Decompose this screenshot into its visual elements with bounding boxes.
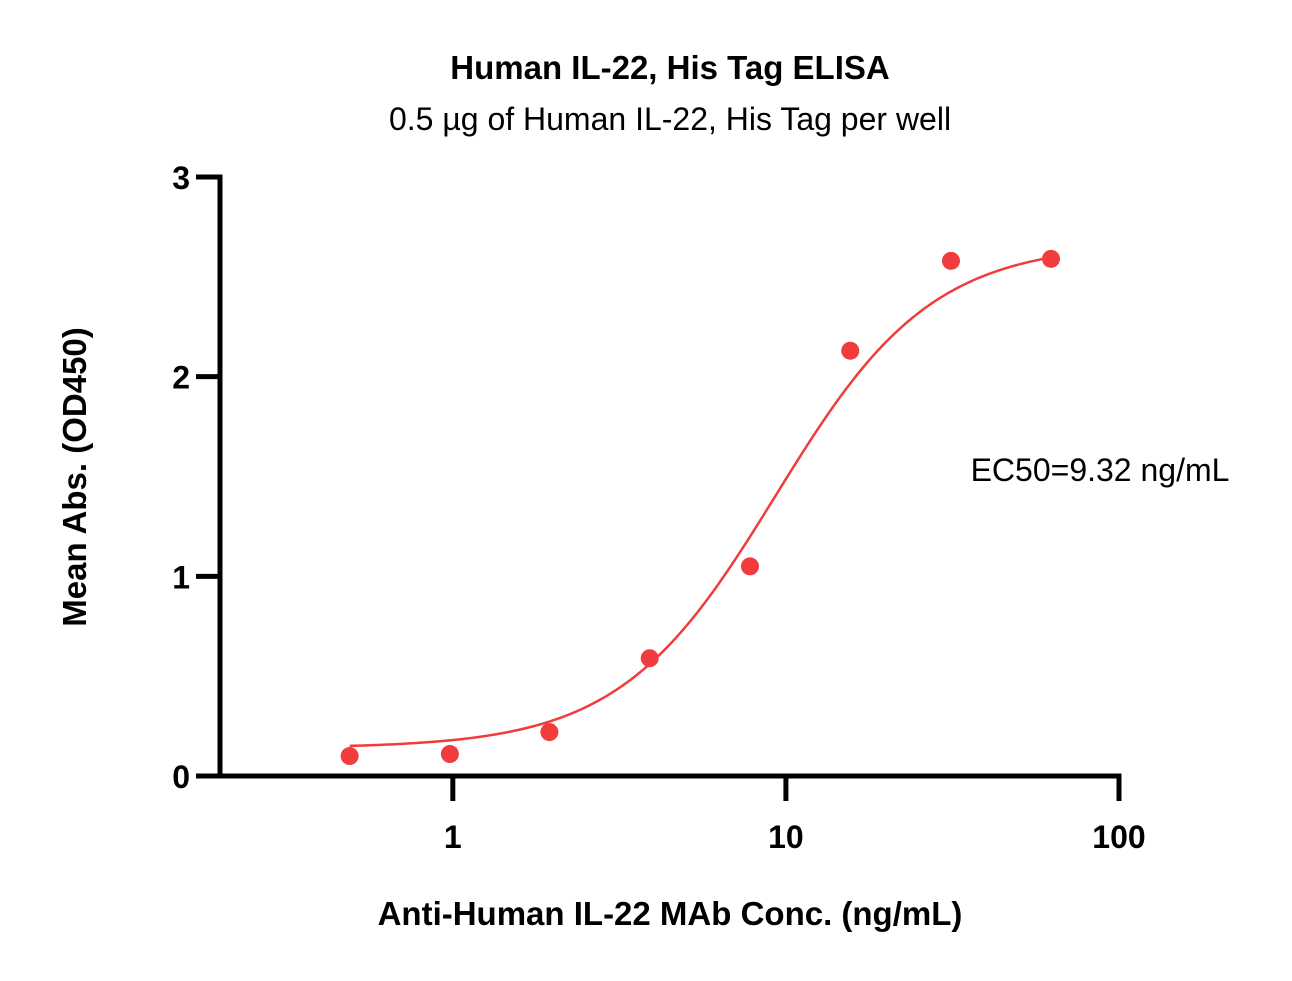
chart-title: Human IL-22, His Tag ELISA — [450, 49, 889, 86]
y-tick-label: 1 — [172, 559, 190, 595]
y-tick-label: 2 — [172, 360, 190, 396]
y-tick-label: 0 — [172, 759, 190, 795]
plot-area: 0 1 2 3 1 10 100 — [172, 160, 1145, 855]
data-point — [340, 747, 359, 766]
data-point — [841, 341, 860, 360]
x-tick-label: 1 — [444, 819, 462, 855]
data-point — [941, 251, 960, 270]
ec50-annotation: EC50=9.32 ng/mL — [971, 452, 1230, 488]
x-tick-label: 10 — [768, 819, 804, 855]
data-point — [740, 557, 759, 576]
y-tick-label: 3 — [172, 160, 190, 196]
data-point — [1042, 249, 1061, 268]
data-point — [640, 649, 659, 668]
data-point — [440, 745, 459, 764]
x-tick-label: 100 — [1092, 819, 1145, 855]
data-point — [540, 723, 559, 742]
y-axis-title: Mean Abs. (OD450) — [56, 327, 93, 627]
chart-subtitle: 0.5 µg of Human IL-22, His Tag per well — [389, 101, 951, 137]
fit-curve — [349, 256, 1052, 748]
x-axis-title: Anti-Human IL-22 MAb Conc. (ng/mL) — [378, 895, 963, 932]
